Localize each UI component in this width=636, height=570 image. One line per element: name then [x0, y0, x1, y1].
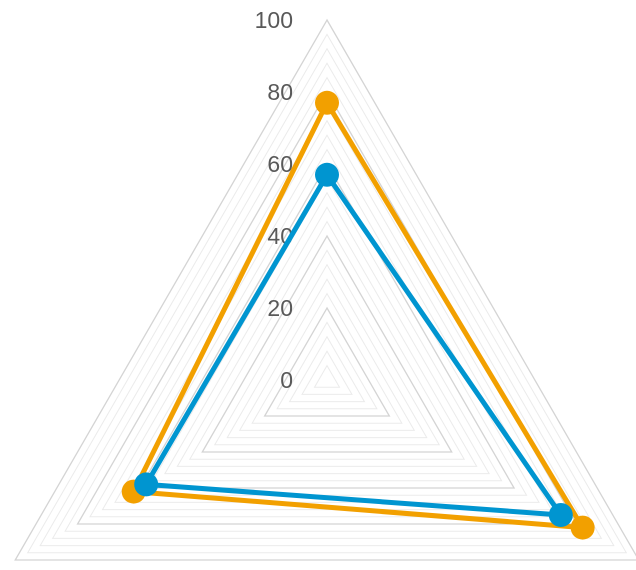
major-grid-ring	[201, 234, 453, 453]
minor-grid-ring	[301, 350, 353, 395]
minor-grid-ring	[39, 47, 615, 547]
minor-grid-ring	[288, 335, 366, 403]
minor-grid-ring	[89, 105, 565, 518]
data-point	[548, 503, 573, 527]
major-grid-ring	[263, 306, 391, 417]
minor-grid-ring	[251, 292, 403, 424]
tick-label: 0	[280, 367, 293, 393]
major-grid-ring	[138, 162, 516, 489]
minor-grid-ring	[313, 364, 341, 388]
minor-grid-ring	[188, 220, 466, 460]
tick-label: 20	[267, 295, 293, 321]
tick-label: 60	[267, 151, 293, 177]
tick-label: 80	[267, 79, 293, 105]
series-2	[134, 162, 573, 527]
minor-grid-ring	[238, 278, 416, 431]
series-line	[143, 172, 564, 518]
minor-grid-ring	[151, 177, 503, 482]
data-point	[570, 515, 595, 540]
minor-grid-ring	[276, 321, 378, 410]
minor-grid-ring	[164, 191, 490, 475]
tick-label: 100	[255, 7, 293, 33]
minor-grid-ring	[26, 33, 628, 554]
radar-series	[121, 90, 595, 540]
minor-grid-ring	[51, 62, 603, 539]
data-point	[315, 162, 339, 187]
series-line	[131, 100, 586, 531]
minor-grid-ring	[64, 76, 590, 532]
series-1	[121, 90, 595, 540]
data-point	[315, 90, 339, 115]
data-point	[134, 472, 159, 497]
minor-grid-ring	[176, 206, 478, 467]
minor-grid-ring	[226, 263, 428, 439]
minor-grid-ring	[213, 249, 441, 446]
minor-grid-ring	[114, 134, 540, 503]
major-grid-ring	[14, 18, 636, 561]
